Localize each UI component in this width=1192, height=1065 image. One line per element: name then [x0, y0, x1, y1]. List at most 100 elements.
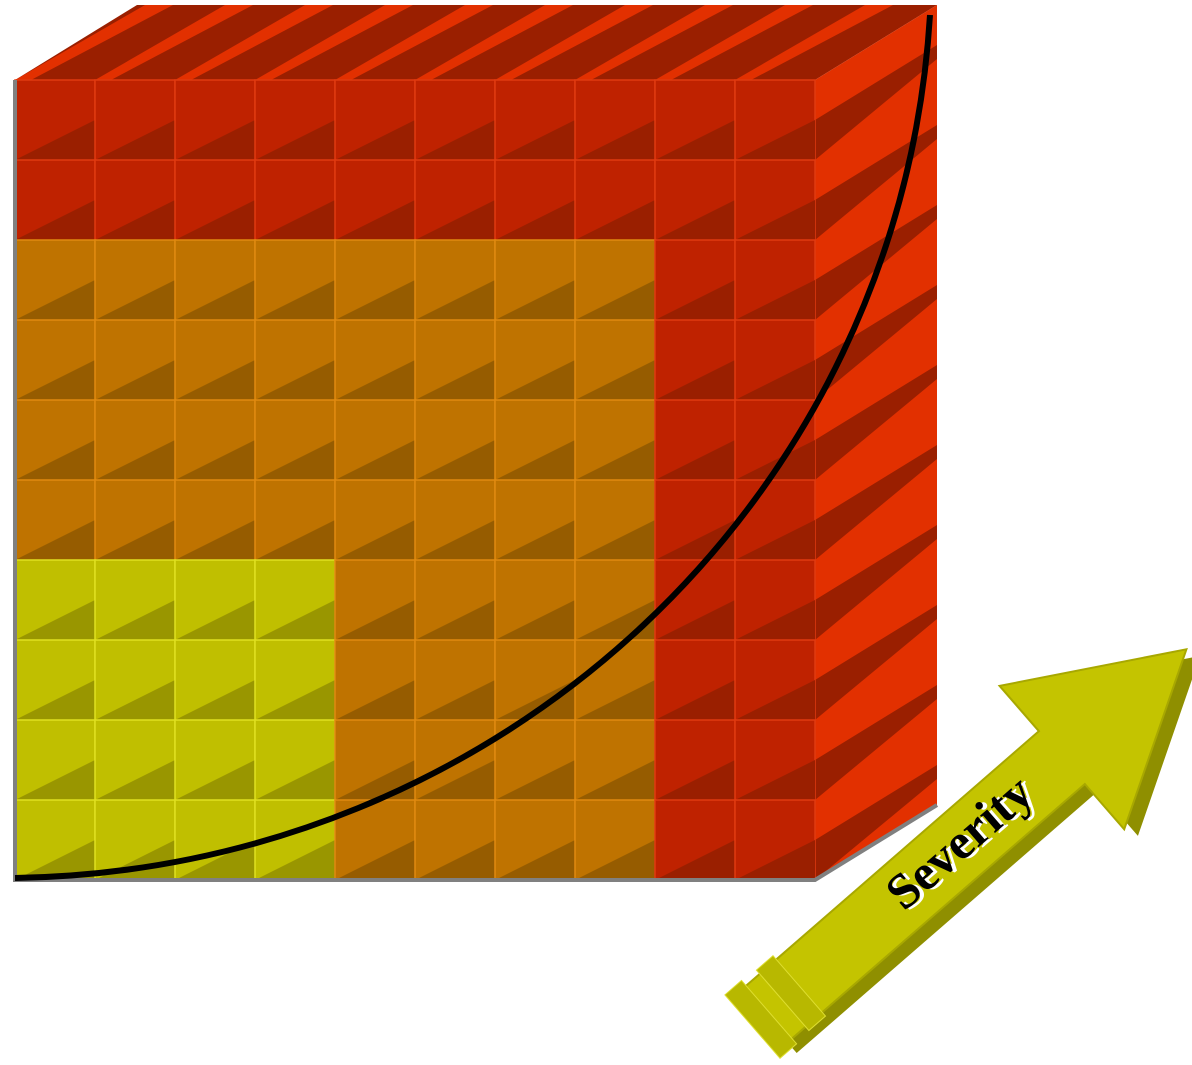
- cell-shade: [335, 680, 415, 720]
- cell-shade: [175, 600, 255, 640]
- cell-shade: [575, 200, 655, 240]
- cell-shade: [495, 200, 575, 240]
- cell-shade: [335, 360, 415, 400]
- cell-shade: [175, 440, 255, 480]
- cell-shade: [655, 440, 735, 480]
- cell-shade: [575, 120, 655, 160]
- top-fin: [255, 5, 413, 80]
- cell-shade: [175, 200, 255, 240]
- cell-shade: [175, 680, 255, 720]
- cell-shade: [15, 360, 95, 400]
- top-fin: [655, 5, 813, 80]
- top-fin: [95, 5, 253, 80]
- cell-shade: [655, 600, 735, 640]
- cell-shade: [735, 840, 815, 880]
- cell-shade: [495, 760, 575, 800]
- cell-shade: [575, 360, 655, 400]
- cell-shade: [655, 360, 735, 400]
- cell-shade: [415, 200, 495, 240]
- cell-shade: [95, 600, 175, 640]
- side-fin: [815, 365, 937, 480]
- cell-shade: [495, 600, 575, 640]
- side-fin: [815, 205, 937, 320]
- cell-shade: [415, 520, 495, 560]
- cell-shade: [415, 760, 495, 800]
- cell-shade: [735, 440, 815, 480]
- cell-shade: [415, 120, 495, 160]
- cell-shade: [735, 120, 815, 160]
- top-fin: [175, 5, 333, 80]
- cell-shade: [575, 440, 655, 480]
- curve: [14, 14, 933, 881]
- cell-shade: [15, 840, 95, 880]
- cell-shade: [255, 680, 335, 720]
- cell-shade: [735, 680, 815, 720]
- cell-shade: [735, 760, 815, 800]
- side-fin: [815, 685, 937, 800]
- cell-shade: [95, 680, 175, 720]
- cube: [13, 5, 939, 882]
- cell-shade: [735, 600, 815, 640]
- cell-shade: [735, 360, 815, 400]
- cell-shade: [335, 520, 415, 560]
- cell-shade: [15, 760, 95, 800]
- top-fin: [735, 5, 893, 80]
- cell-shade: [95, 280, 175, 320]
- side-fin: [815, 285, 937, 400]
- arrow-band: [755, 954, 827, 1032]
- side-fin: [815, 525, 937, 640]
- cell-shade: [495, 120, 575, 160]
- cell-shade: [735, 520, 815, 560]
- cell-shade: [335, 120, 415, 160]
- cell-shade: [655, 280, 735, 320]
- top-fin: [575, 5, 733, 80]
- cell-shade: [415, 680, 495, 720]
- cell-shade: [735, 280, 815, 320]
- top-fin: [335, 5, 493, 80]
- cell-shade: [415, 600, 495, 640]
- cell-shade: [335, 840, 415, 880]
- cell-shade: [95, 200, 175, 240]
- cell-shade: [575, 520, 655, 560]
- side-fin: [815, 45, 937, 160]
- top-fin: [15, 5, 173, 80]
- cell-shade: [255, 280, 335, 320]
- cell-shade: [175, 120, 255, 160]
- cell-shade: [15, 120, 95, 160]
- cell-shade: [15, 440, 95, 480]
- cell-shade: [335, 440, 415, 480]
- cell-shade: [575, 280, 655, 320]
- cell-shade: [575, 840, 655, 880]
- side-fin: [815, 605, 937, 720]
- arrow-band: [724, 979, 798, 1059]
- cell-shade: [15, 280, 95, 320]
- side-fin: [815, 125, 937, 240]
- cell-shade: [15, 600, 95, 640]
- cell-shade: [655, 760, 735, 800]
- cell-shade: [175, 280, 255, 320]
- top-face: [15, 5, 937, 80]
- cell-shade: [335, 280, 415, 320]
- cell-shade: [15, 520, 95, 560]
- cell-shade: [95, 360, 175, 400]
- cell-shade: [255, 760, 335, 800]
- cell-shade: [655, 200, 735, 240]
- cell-shade: [575, 680, 655, 720]
- cell-shade: [495, 680, 575, 720]
- cell-shade: [175, 760, 255, 800]
- cell-shade: [655, 120, 735, 160]
- cell-shade: [175, 520, 255, 560]
- cell-shade: [335, 200, 415, 240]
- cell-shade: [15, 200, 95, 240]
- cell-shade: [255, 600, 335, 640]
- cell-shade: [255, 360, 335, 400]
- cell-shade: [495, 360, 575, 400]
- cell-shade: [495, 440, 575, 480]
- top-fin: [415, 5, 573, 80]
- cell-shade: [95, 120, 175, 160]
- cell-shade: [95, 520, 175, 560]
- cell-shade: [735, 200, 815, 240]
- cell-shade: [655, 840, 735, 880]
- cell-shade: [415, 280, 495, 320]
